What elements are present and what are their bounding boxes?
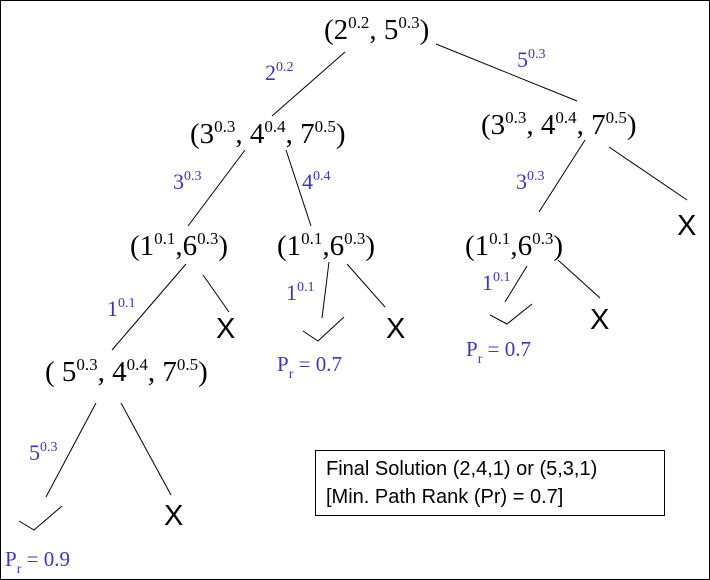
checkmark-icon xyxy=(302,316,345,342)
edge-label-root-left: 20.2 xyxy=(265,60,294,85)
edge-l2-right xyxy=(202,274,230,313)
edge-label-r2-left: 10.1 xyxy=(482,270,511,295)
edge-l2-left xyxy=(111,263,187,351)
checkmark-icon xyxy=(18,505,63,531)
edge-label-l3-left: 50.3 xyxy=(29,440,58,465)
dead-end-x-mark: X xyxy=(164,500,183,532)
dead-end-x-mark: X xyxy=(386,313,405,345)
edge-label-r1-left: 30.3 xyxy=(516,169,545,194)
edge-label-root-right: 50.3 xyxy=(517,47,546,72)
edge-label-l2-left: 10.1 xyxy=(107,296,136,321)
final-solution-box: Final Solution (2,4,1) or (5,3,1) [Min. … xyxy=(315,450,665,516)
dead-end-x-mark: X xyxy=(677,210,696,242)
edge-label-l1-left: 30.3 xyxy=(173,169,202,194)
edge-l3-right xyxy=(120,402,172,496)
min-path-rank-text: [Min. Path Rank (Pr) = 0.7] xyxy=(326,486,564,508)
path-rank-right: Pr = 0.7 xyxy=(466,337,531,367)
dead-end-x-mark: X xyxy=(216,313,235,345)
edge-l3-left xyxy=(45,402,97,498)
node-right-level1: (30.3, 40.4, 70.5) xyxy=(481,108,637,141)
node-level3: ( 50.3, 40.4, 70.5) xyxy=(45,355,208,388)
edge-r2-right xyxy=(557,259,601,299)
edge-l1-mid xyxy=(285,149,312,227)
node-right-left-level2: (10.1,60.3) xyxy=(465,229,563,262)
node-left-left-level2: (10.1,60.3) xyxy=(130,229,228,262)
final-solution-text: Final Solution (2,4,1) or (5,3,1) xyxy=(326,458,598,480)
edge-l1-left xyxy=(187,149,246,227)
checkmark-icon xyxy=(489,303,533,325)
edge-r1-left xyxy=(538,139,586,213)
path-rank-bottom: Pr = 0.9 xyxy=(5,547,70,577)
node-left-right-level2: (10.1,60.3) xyxy=(277,229,375,262)
edge-label-l1-mid: 40.4 xyxy=(302,169,331,194)
edge-root-right xyxy=(435,43,578,102)
dead-end-x-mark: X xyxy=(590,304,609,336)
node-left-level1: (30.3, 40.4, 70.5) xyxy=(190,117,346,150)
edge-l2mid-right xyxy=(346,263,386,308)
edge-l2mid-left xyxy=(321,261,330,319)
edge-r1-right xyxy=(608,146,688,201)
edge-label-l2-mid: 10.1 xyxy=(286,280,315,305)
edge-r2-left xyxy=(504,265,528,303)
path-rank-mid: Pr = 0.7 xyxy=(277,352,342,382)
edge-root-left xyxy=(271,51,346,117)
node-root: (20.2, 50.3) xyxy=(324,13,429,46)
